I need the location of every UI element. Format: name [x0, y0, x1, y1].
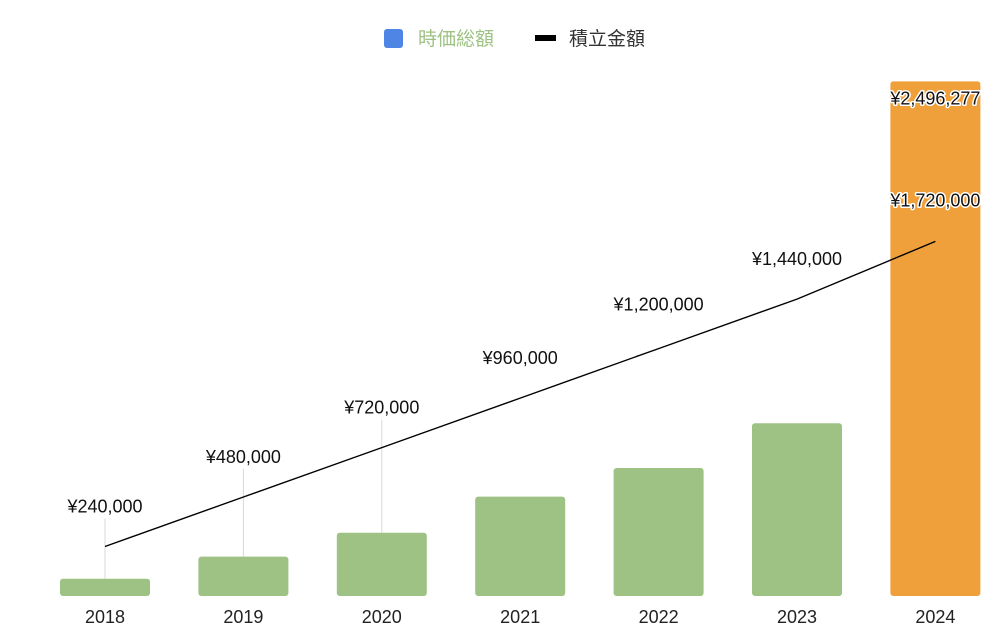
- legend-label-market-value: 時価総額: [418, 28, 494, 50]
- x-tick-label-2022: 2022: [639, 607, 679, 627]
- line-value-label-2023: ¥1,440,000: [751, 249, 842, 269]
- line-value-label-2024: ¥1,720,000: [889, 190, 980, 210]
- x-tick-label-2021: 2021: [500, 607, 540, 627]
- bar-value-label-2024: ¥2,496,277: [889, 88, 980, 108]
- x-tick-label-2023: 2023: [777, 607, 817, 627]
- x-tick-label-2018: 2018: [85, 607, 125, 627]
- bar-2018[interactable]: [60, 578, 150, 596]
- data-labels: ¥240,000 ¥480,000 ¥720,000 ¥960,000 ¥1,200,0…: [66, 87, 981, 517]
- legend-marker-market-value: [384, 29, 403, 48]
- label-connectors: [104, 419, 383, 579]
- x-tick-label-2020: 2020: [362, 607, 402, 627]
- bars: [60, 81, 981, 596]
- legend-label-accumulated-amount: 積立金額: [569, 28, 645, 50]
- line-value-label-2019: ¥480,000: [205, 447, 281, 467]
- line-value-label-2018: ¥240,000: [66, 497, 142, 517]
- line-value-label-2021: ¥960,000: [482, 348, 558, 368]
- bar-2021[interactable]: [475, 496, 566, 596]
- line-value-label-2022: ¥1,200,000: [613, 295, 704, 315]
- line-series: [104, 240, 936, 548]
- line-accumulated-amount[interactable]: [104, 240, 936, 548]
- x-tick-label-2019: 2019: [223, 607, 263, 627]
- x-axis: 2018 2019 2020 2021 2022 2023 2024: [85, 607, 955, 627]
- legend-marker-accumulated-amount: [535, 35, 556, 41]
- bar-2022[interactable]: [613, 468, 704, 596]
- bar-2024[interactable]: [890, 81, 981, 596]
- bar-2023[interactable]: [752, 423, 842, 596]
- x-tick-label-2024: 2024: [915, 607, 955, 627]
- bar-2019[interactable]: [198, 556, 289, 596]
- bar-2020[interactable]: [336, 532, 427, 596]
- line-value-label-2020: ¥720,000: [343, 398, 419, 418]
- legend[interactable]: 時価総額 積立金額: [384, 28, 645, 50]
